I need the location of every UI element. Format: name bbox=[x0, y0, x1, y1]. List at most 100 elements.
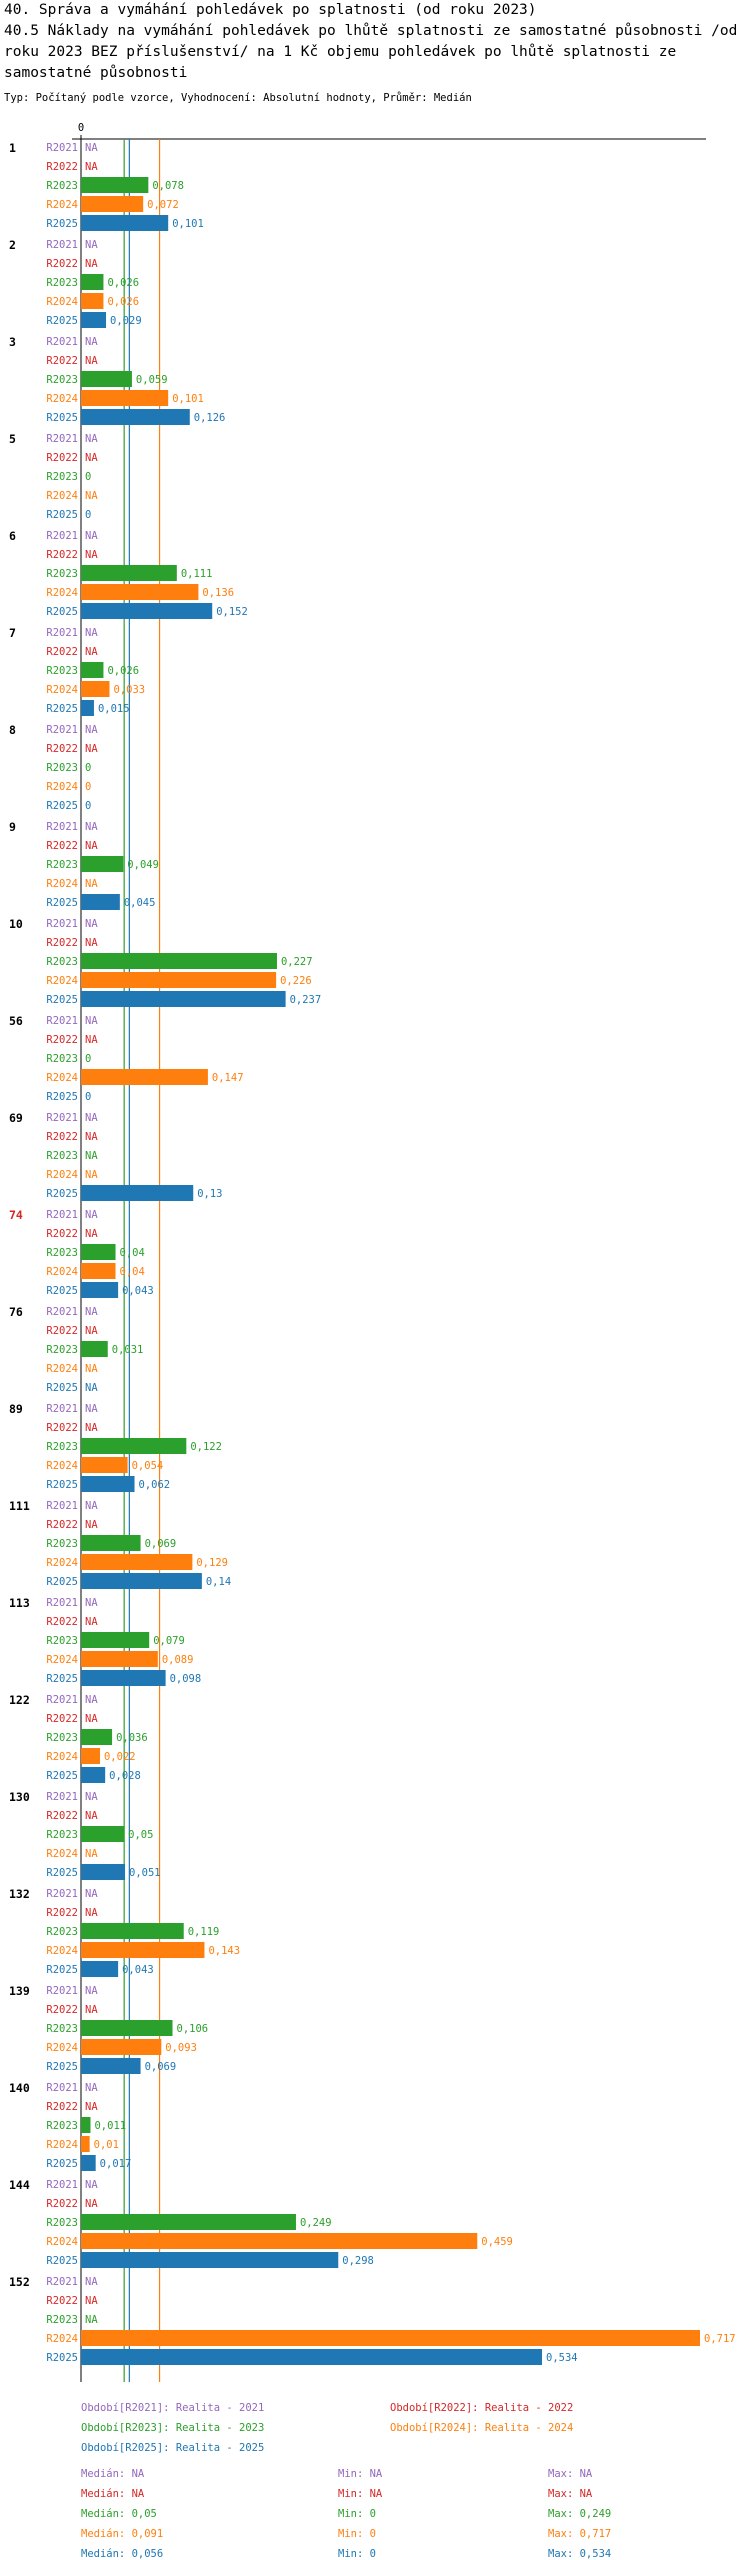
series-label: R2025 bbox=[46, 1576, 78, 1588]
stat-max: Max: 0,717 bbox=[548, 2528, 612, 2540]
series-label: R2023 bbox=[46, 665, 78, 677]
bar bbox=[81, 390, 169, 406]
series-label: R2024 bbox=[46, 1654, 78, 1666]
value-label: NA bbox=[85, 1228, 98, 1240]
value-label: 0,043 bbox=[122, 1964, 154, 1976]
value-label: NA bbox=[85, 2295, 98, 2307]
series-label: R2021 bbox=[46, 1112, 78, 1124]
value-label: NA bbox=[85, 1597, 98, 1609]
value-label: 0,01 bbox=[94, 2139, 119, 2151]
series-label: R2024 bbox=[46, 2333, 78, 2345]
value-label: 0,089 bbox=[162, 1654, 194, 1666]
series-label: R2021 bbox=[46, 1403, 78, 1415]
bar bbox=[81, 2252, 339, 2268]
series-label: R2021 bbox=[46, 918, 78, 930]
value-label: 0 bbox=[85, 762, 91, 774]
series-label: R2025 bbox=[46, 2352, 78, 2364]
series-label: R2023 bbox=[46, 859, 78, 871]
value-label: 0,026 bbox=[107, 296, 139, 308]
value-label: 0,04 bbox=[120, 1266, 145, 1278]
series-label: R2023 bbox=[46, 1538, 78, 1550]
bar bbox=[81, 2214, 296, 2230]
value-label: 0,111 bbox=[181, 568, 213, 580]
group-label: 8 bbox=[9, 723, 16, 737]
value-label: NA bbox=[85, 1985, 98, 1997]
value-label: NA bbox=[85, 1907, 98, 1919]
bar bbox=[81, 603, 213, 619]
value-label: 0,036 bbox=[116, 1732, 148, 1744]
value-label: NA bbox=[85, 2276, 98, 2288]
value-label: 0,051 bbox=[129, 1867, 161, 1879]
series-label: R2022 bbox=[46, 161, 78, 173]
bar bbox=[81, 1767, 106, 1783]
value-label: 0,062 bbox=[139, 1479, 171, 1491]
value-label: NA bbox=[85, 1713, 98, 1725]
stat-min: Min: 0 bbox=[338, 2548, 376, 2560]
series-label: R2022 bbox=[46, 743, 78, 755]
group-label: 122 bbox=[9, 1693, 30, 1707]
bar bbox=[81, 953, 277, 969]
stat-max: Max: 0,534 bbox=[548, 2548, 612, 2560]
value-label: 0,152 bbox=[216, 606, 248, 618]
series-label: R2025 bbox=[46, 703, 78, 715]
value-label: NA bbox=[85, 1694, 98, 1706]
series-label: R2022 bbox=[46, 1519, 78, 1531]
series-label: R2025 bbox=[46, 897, 78, 909]
series-label: R2024 bbox=[46, 1460, 78, 1472]
group-label: 76 bbox=[9, 1305, 23, 1319]
series-label: R2024 bbox=[46, 2139, 78, 2151]
bar bbox=[81, 1554, 193, 1570]
series-label: R2021 bbox=[46, 2276, 78, 2288]
value-label: 0,093 bbox=[165, 2042, 197, 2054]
group-label: 2 bbox=[9, 238, 16, 252]
bar bbox=[81, 1185, 194, 1201]
bar bbox=[81, 584, 199, 600]
value-label: 0 bbox=[85, 781, 91, 793]
value-label: 0,534 bbox=[546, 2352, 578, 2364]
series-label: R2022 bbox=[46, 840, 78, 852]
series-label: R2025 bbox=[46, 315, 78, 327]
value-label: 0,101 bbox=[172, 218, 204, 230]
stat-min: Min: NA bbox=[338, 2488, 383, 2500]
bar bbox=[81, 1535, 141, 1551]
group-label: 144 bbox=[9, 2178, 30, 2192]
stat-min: Min: 0 bbox=[338, 2508, 376, 2520]
group-label: 69 bbox=[9, 1111, 23, 1125]
bar bbox=[81, 1864, 126, 1880]
series-label: R2025 bbox=[46, 1285, 78, 1297]
value-label: NA bbox=[85, 1616, 98, 1628]
value-label: 0,029 bbox=[110, 315, 142, 327]
value-label: NA bbox=[85, 918, 98, 930]
value-label: NA bbox=[85, 2004, 98, 2016]
x-axis-zero-label: 0 bbox=[78, 122, 84, 134]
value-label: NA bbox=[85, 646, 98, 658]
series-label: R2024 bbox=[46, 1266, 78, 1278]
series-label: R2023 bbox=[46, 2023, 78, 2035]
value-label: NA bbox=[85, 1888, 98, 1900]
series-label: R2021 bbox=[46, 1597, 78, 1609]
stat-median: Medián: 0,056 bbox=[81, 2548, 164, 2560]
value-label: 0,129 bbox=[196, 1557, 228, 1569]
series-label: R2025 bbox=[46, 218, 78, 230]
series-label: R2024 bbox=[46, 1945, 78, 1957]
group-label: 132 bbox=[9, 1887, 30, 1901]
value-label: 0,13 bbox=[197, 1188, 222, 1200]
bar bbox=[81, 894, 120, 910]
bar bbox=[81, 1748, 100, 1764]
value-label: NA bbox=[85, 433, 98, 445]
stat-median: Medián: 0,05 bbox=[81, 2508, 157, 2520]
series-label: R2022 bbox=[46, 1810, 78, 1822]
series-label: R2021 bbox=[46, 1500, 78, 1512]
series-label: R2021 bbox=[46, 2179, 78, 2191]
bar bbox=[81, 2155, 96, 2171]
value-label: NA bbox=[85, 1209, 98, 1221]
bar bbox=[81, 1341, 108, 1357]
series-label: R2022 bbox=[46, 258, 78, 270]
bar bbox=[81, 1923, 184, 1939]
series-label: R2025 bbox=[46, 1382, 78, 1394]
series-label: R2024 bbox=[46, 878, 78, 890]
series-label: R2023 bbox=[46, 1441, 78, 1453]
bar bbox=[81, 1244, 116, 1260]
series-label: R2024 bbox=[46, 1751, 78, 1763]
bar bbox=[81, 2330, 700, 2346]
